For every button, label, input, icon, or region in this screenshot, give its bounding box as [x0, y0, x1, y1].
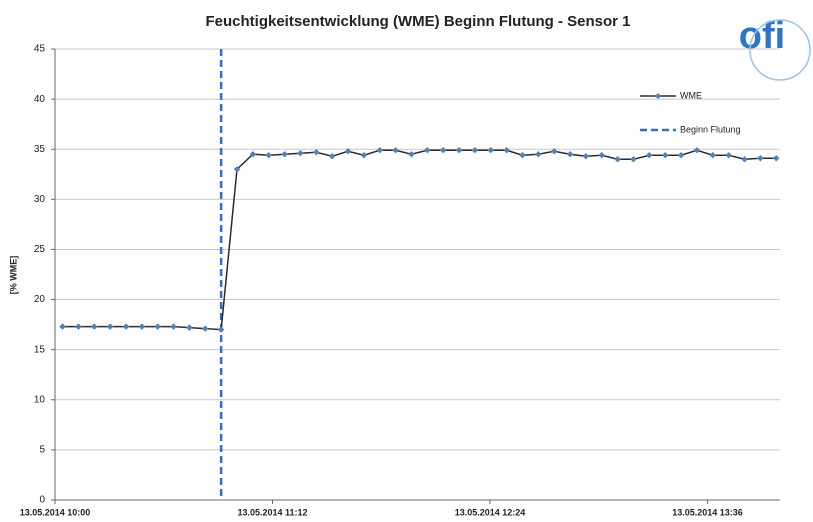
x-tick-label: 13.05.2014 10:00	[20, 507, 91, 517]
data-point	[725, 152, 732, 159]
legend-label: WME	[680, 90, 702, 100]
data-point	[297, 150, 304, 157]
x-tick-label: 13.05.2014 13:36	[672, 507, 743, 517]
y-axis-label: [% WME]	[8, 256, 18, 295]
data-point	[75, 323, 82, 330]
data-point	[392, 147, 399, 154]
data-point	[471, 147, 479, 154]
data-point	[376, 147, 383, 154]
data-point	[773, 155, 780, 162]
chart-title: Feuchtigkeitsentwicklung (WME) Beginn Fl…	[205, 13, 630, 30]
data-point	[122, 323, 130, 330]
data-point	[439, 147, 447, 154]
data-point	[741, 156, 748, 163]
data-point	[535, 151, 542, 158]
y-tick-label: 25	[34, 244, 46, 255]
data-point	[170, 323, 177, 330]
data-point	[59, 323, 66, 330]
data-point	[424, 147, 431, 154]
data-point	[519, 152, 526, 159]
data-point	[646, 152, 653, 159]
y-tick-label: 10	[34, 394, 46, 405]
y-tick-label: 30	[34, 194, 46, 205]
logo: ofi	[739, 15, 785, 57]
data-point	[455, 147, 463, 154]
data-point	[249, 151, 257, 158]
data-point	[677, 152, 685, 159]
data-point	[313, 149, 320, 156]
data-point	[630, 156, 637, 163]
y-tick-label: 45	[34, 44, 46, 55]
data-point	[281, 151, 288, 158]
y-tick-label: 20	[34, 294, 46, 305]
data-point	[709, 152, 716, 159]
legend-label: Beginn Flutung	[680, 124, 741, 134]
data-point	[662, 152, 669, 159]
data-point	[550, 148, 558, 155]
data-point	[408, 151, 415, 158]
data-point	[217, 326, 225, 333]
y-tick-label: 5	[39, 445, 45, 456]
x-tick-label: 13.05.2014 12:24	[455, 507, 526, 517]
y-tick-label: 35	[34, 144, 46, 155]
x-tick-label: 13.05.2014 11:12	[237, 507, 307, 517]
data-point	[360, 152, 368, 159]
data-point	[344, 148, 352, 155]
series-line	[62, 149, 777, 331]
data-point	[265, 152, 272, 159]
data-point	[106, 323, 114, 330]
data-point	[233, 166, 241, 173]
data-point	[693, 147, 701, 154]
data-point	[598, 152, 605, 159]
logo-ring	[749, 19, 811, 81]
data-point	[757, 155, 764, 162]
data-point	[202, 325, 209, 332]
data-point	[138, 323, 146, 330]
data-point	[154, 323, 161, 330]
y-tick-label: 15	[34, 344, 46, 355]
data-point	[186, 324, 193, 331]
data-point	[91, 323, 98, 330]
data-point	[566, 151, 574, 158]
y-tick-label: 40	[34, 94, 46, 105]
legend-marker	[655, 93, 661, 99]
data-point	[582, 153, 590, 160]
y-tick-label: 0	[39, 495, 45, 506]
data-point	[487, 147, 494, 154]
data-point	[328, 153, 336, 160]
data-point	[503, 147, 510, 154]
data-point	[614, 156, 621, 163]
